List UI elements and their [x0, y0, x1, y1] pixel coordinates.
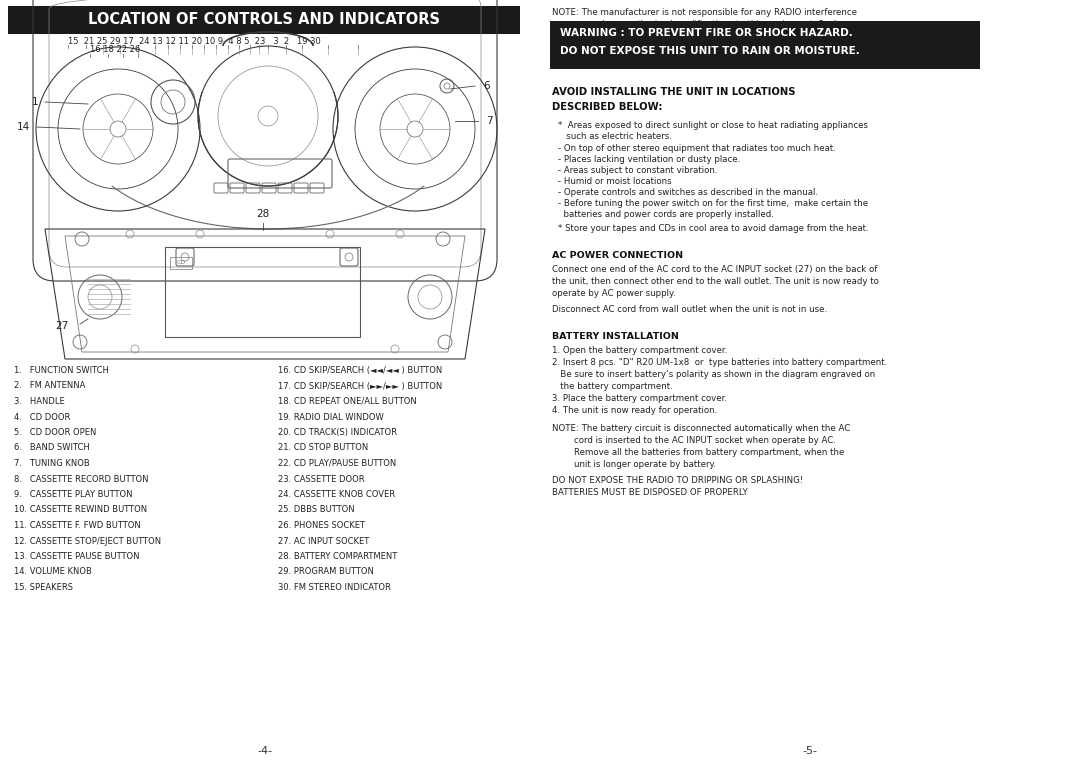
Text: 14. VOLUME KNOB: 14. VOLUME KNOB	[14, 568, 92, 577]
Text: 8.   CASSETTE RECORD BUTTON: 8. CASSETTE RECORD BUTTON	[14, 474, 149, 484]
Text: DO NOT EXPOSE THE RADIO TO DRIPPING OR SPLASHING!: DO NOT EXPOSE THE RADIO TO DRIPPING OR S…	[552, 476, 804, 485]
Text: Disconnect AC cord from wall outlet when the unit is not in use.: Disconnect AC cord from wall outlet when…	[552, 305, 827, 314]
Text: - Places lacking ventilation or dusty place.: - Places lacking ventilation or dusty pl…	[558, 155, 740, 164]
Text: 2.   FM ANTENNA: 2. FM ANTENNA	[14, 381, 85, 390]
Text: DESCRIBED BELOW:: DESCRIBED BELOW:	[552, 102, 662, 112]
Text: 1.   FUNCTION SWITCH: 1. FUNCTION SWITCH	[14, 366, 109, 375]
Text: 7: 7	[486, 116, 492, 126]
Text: 13. CASSETTE PAUSE BUTTON: 13. CASSETTE PAUSE BUTTON	[14, 552, 139, 561]
Text: Remove all the batteries from battery compartment, when the: Remove all the batteries from battery co…	[552, 448, 845, 457]
Text: 5.   CD DOOR OPEN: 5. CD DOOR OPEN	[14, 428, 96, 437]
Text: 12. CASSETTE STOP/EJECT BUTTON: 12. CASSETTE STOP/EJECT BUTTON	[14, 536, 161, 545]
Text: such as electric heaters.: such as electric heaters.	[558, 132, 672, 141]
Text: 20. CD TRACK(S) INDICATOR: 20. CD TRACK(S) INDICATOR	[278, 428, 397, 437]
Text: unit is longer operate by battery.: unit is longer operate by battery.	[552, 460, 716, 469]
Text: * Store your tapes and CDs in cool area to avoid damage from the heat.: * Store your tapes and CDs in cool area …	[558, 224, 868, 233]
Text: DO NOT EXPOSE THIS UNIT TO RAIN OR MOISTURE.: DO NOT EXPOSE THIS UNIT TO RAIN OR MOIST…	[561, 46, 860, 56]
Text: 14: 14	[17, 122, 30, 132]
Text: BATTERIES MUST BE DISPOSED OF PROPERLY: BATTERIES MUST BE DISPOSED OF PROPERLY	[552, 488, 747, 497]
Text: AC POWER CONNECTION: AC POWER CONNECTION	[552, 251, 684, 260]
Text: 6: 6	[483, 81, 489, 91]
Bar	[8, 6, 519, 34]
Text: 1: 1	[31, 97, 38, 107]
Text: - Areas subject to constant vibration.: - Areas subject to constant vibration.	[558, 166, 717, 175]
Text: -5-: -5-	[802, 746, 818, 756]
Text: the unit, then connect other end to the wall outlet. The unit is now ready to: the unit, then connect other end to the …	[552, 277, 879, 286]
Text: 3. Place the battery compartment cover.: 3. Place the battery compartment cover.	[552, 394, 727, 403]
Text: 30. FM STEREO INDICATOR: 30. FM STEREO INDICATOR	[278, 583, 391, 592]
Text: 3.   HANDLE: 3. HANDLE	[14, 397, 65, 406]
Text: 2. Insert 8 pcs. "D" R20 UM-1x8  or  type batteries into battery compartment.: 2. Insert 8 pcs. "D" R20 UM-1x8 or type …	[552, 358, 888, 367]
Bar	[165, 247, 360, 337]
Text: - Before tuning the power switch on for the first time,  make certain the: - Before tuning the power switch on for …	[558, 199, 868, 208]
Text: 6.   BAND SWITCH: 6. BAND SWITCH	[14, 443, 90, 452]
Text: 17. CD SKIP/SEARCH (►►/►► ) BUTTON: 17. CD SKIP/SEARCH (►►/►► ) BUTTON	[278, 381, 442, 390]
Text: 11. CASSETTE F. FWD BUTTON: 11. CASSETTE F. FWD BUTTON	[14, 521, 140, 530]
Text: 21. CD STOP BUTTON: 21. CD STOP BUTTON	[278, 443, 368, 452]
Text: AVOID INSTALLING THE UNIT IN LOCATIONS: AVOID INSTALLING THE UNIT IN LOCATIONS	[552, 87, 796, 97]
Text: 16. CD SKIP/SEARCH (◄◄/◄◄ ) BUTTON: 16. CD SKIP/SEARCH (◄◄/◄◄ ) BUTTON	[278, 366, 442, 375]
Text: 28: 28	[256, 209, 270, 219]
Text: *  Areas exposed to direct sunlight or close to heat radiating appliances: * Areas exposed to direct sunlight or cl…	[558, 121, 868, 130]
Text: cause by unauthorized modifications to this equipment. Such: cause by unauthorized modifications to t…	[552, 20, 839, 29]
Text: WARNING : TO PREVENT FIRE OR SHOCK HAZARD.: WARNING : TO PREVENT FIRE OR SHOCK HAZAR…	[561, 28, 853, 38]
Text: batteries and power cords are properly installed.: batteries and power cords are properly i…	[558, 210, 774, 219]
Text: 24. CASSETTE KNOB COVER: 24. CASSETTE KNOB COVER	[278, 490, 395, 499]
Text: 7.   TUNING KNOB: 7. TUNING KNOB	[14, 459, 90, 468]
Text: Connect one end of the AC cord to the AC INPUT socket (27) on the back of: Connect one end of the AC cord to the AC…	[552, 265, 877, 274]
Text: operate by AC power supply.: operate by AC power supply.	[552, 289, 675, 298]
Text: 28. BATTERY COMPARTMENT: 28. BATTERY COMPARTMENT	[278, 552, 397, 561]
Text: 15. SPEAKERS: 15. SPEAKERS	[14, 583, 73, 592]
Text: - On top of other stereo equipment that radiates too much heat.: - On top of other stereo equipment that …	[558, 144, 836, 153]
Text: - Humid or moist locations: - Humid or moist locations	[558, 177, 672, 186]
Text: the battery compartment.: the battery compartment.	[552, 382, 673, 391]
Text: 26. PHONES SOCKET: 26. PHONES SOCKET	[278, 521, 365, 530]
Text: 4. The unit is now ready for operation.: 4. The unit is now ready for operation.	[552, 406, 717, 415]
Bar	[550, 21, 980, 69]
Text: 16 18 22 26: 16 18 22 26	[90, 46, 140, 54]
Text: 27. AC INPUT SOCKET: 27. AC INPUT SOCKET	[278, 536, 369, 545]
Text: equipment.: equipment.	[552, 44, 623, 53]
Text: 4.   CD DOOR: 4. CD DOOR	[14, 413, 70, 422]
Text: LOCATION OF CONTROLS AND INDICATORS: LOCATION OF CONTROLS AND INDICATORS	[87, 12, 440, 28]
Text: BATTERY INSTALLATION: BATTERY INSTALLATION	[552, 332, 679, 341]
Text: 9.   CASSETTE PLAY BUTTON: 9. CASSETTE PLAY BUTTON	[14, 490, 133, 499]
Text: - Operate controls and switches as described in the manual.: - Operate controls and switches as descr…	[558, 188, 818, 197]
Text: -4-: -4-	[257, 746, 272, 756]
Text: 29. PROGRAM BUTTON: 29. PROGRAM BUTTON	[278, 568, 374, 577]
Text: 27: 27	[55, 321, 68, 331]
Text: NOTE: The battery circuit is disconnected automatically when the AC: NOTE: The battery circuit is disconnecte…	[552, 424, 850, 433]
Text: 19. RADIO DIAL WINDOW: 19. RADIO DIAL WINDOW	[278, 413, 383, 422]
Text: 1. Open the battery compartment cover.: 1. Open the battery compartment cover.	[552, 346, 727, 355]
Text: Be sure to insert battery’s polarity as shown in the diagram engraved on: Be sure to insert battery’s polarity as …	[552, 370, 875, 379]
Bar	[170, 257, 192, 269]
Text: NOTE: The manufacturer is not responsible for any RADIO interference: NOTE: The manufacturer is not responsibl…	[552, 8, 858, 17]
Text: 15  21 25 29 17  24 13 12 11 20 10 9  4 8 5  23   3  2   19 30: 15 21 25 29 17 24 13 12 11 20 10 9 4 8 5…	[68, 37, 321, 46]
Text: cord is inserted to the AC INPUT socket when operate by AC.: cord is inserted to the AC INPUT socket …	[552, 436, 836, 445]
Text: modifications could void the user’s authority to operate the: modifications could void the user’s auth…	[552, 32, 832, 41]
Text: 18. CD REPEAT ONE/ALL BUTTON: 18. CD REPEAT ONE/ALL BUTTON	[278, 397, 417, 406]
Text: 25. DBBS BUTTON: 25. DBBS BUTTON	[278, 506, 354, 514]
Text: 22. CD PLAY/PAUSE BUTTON: 22. CD PLAY/PAUSE BUTTON	[278, 459, 396, 468]
Text: 10. CASSETTE REWIND BUTTON: 10. CASSETTE REWIND BUTTON	[14, 506, 147, 514]
Text: 23. CASSETTE DOOR: 23. CASSETTE DOOR	[278, 474, 365, 484]
Text: CD: CD	[176, 261, 186, 266]
